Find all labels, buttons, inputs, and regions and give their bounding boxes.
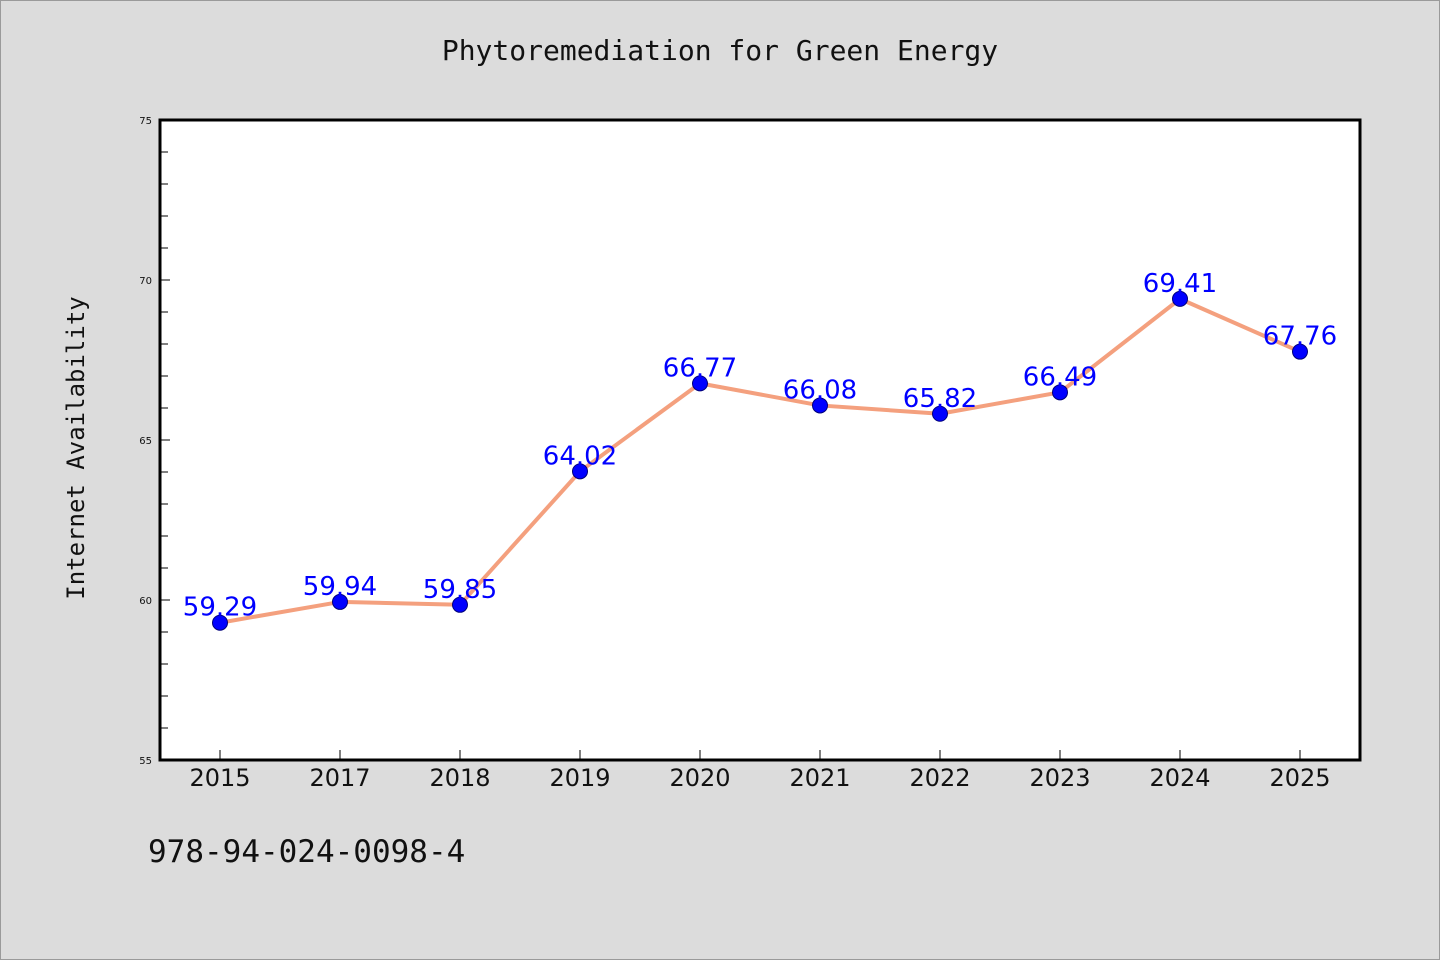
data-label: 66.08 xyxy=(783,375,857,405)
data-label: 65.82 xyxy=(903,384,977,414)
data-point xyxy=(1292,343,1308,360)
data-label: 66.49 xyxy=(1023,362,1097,392)
y-axis: 55 60 65 70 75 xyxy=(139,116,170,767)
data-point xyxy=(332,593,348,610)
y-tick-label: 65 xyxy=(139,436,152,447)
y-tick-label: 70 xyxy=(139,276,152,287)
x-tick-label: 2025 xyxy=(1269,764,1330,792)
x-tick-label: 2024 xyxy=(1149,764,1210,792)
data-point xyxy=(932,405,948,422)
series-line xyxy=(218,296,1302,625)
x-tick-label: 2019 xyxy=(549,764,610,792)
x-tick-label: 2015 xyxy=(189,764,250,792)
x-axis: 2015 2017 2018 2019 2020 2021 2022 2023 2024 2025 xyxy=(189,750,1331,792)
chart-title: Phytoremediation for Green Energy xyxy=(441,34,999,67)
data-point xyxy=(692,375,708,392)
series-group xyxy=(212,290,1308,631)
data-point xyxy=(572,463,588,480)
data-point xyxy=(1052,384,1068,401)
x-tick-label: 2022 xyxy=(909,764,970,792)
y-tick-label: 55 xyxy=(139,756,152,767)
y-tick-label: 75 xyxy=(139,116,152,127)
x-tick-label: 2021 xyxy=(789,764,850,792)
data-label: 59.94 xyxy=(303,572,377,602)
data-label: 66.77 xyxy=(663,353,737,383)
data-label: 67.76 xyxy=(1263,322,1337,352)
y-tick-label: 60 xyxy=(139,596,152,607)
data-label: 59.85 xyxy=(423,575,497,605)
data-label: 59.29 xyxy=(183,593,257,623)
data-point xyxy=(812,397,828,414)
x-tick-label: 2020 xyxy=(669,764,730,792)
data-point xyxy=(452,596,468,613)
data-label: 64.02 xyxy=(543,441,617,471)
data-labels: 59.29 59.94 59.85 64.02 66.77 66.08 65.82 66.49… xyxy=(183,269,1337,623)
x-tick-label: 2018 xyxy=(429,764,490,792)
x-tick-label: 2023 xyxy=(1029,764,1090,792)
plot-area xyxy=(158,118,1362,762)
data-point xyxy=(212,614,228,631)
data-label: 69.41 xyxy=(1143,269,1217,299)
isbn-text: 978-94-024-0098-4 xyxy=(148,834,466,870)
data-point xyxy=(1172,290,1188,307)
x-tick-label: 2017 xyxy=(309,764,370,792)
